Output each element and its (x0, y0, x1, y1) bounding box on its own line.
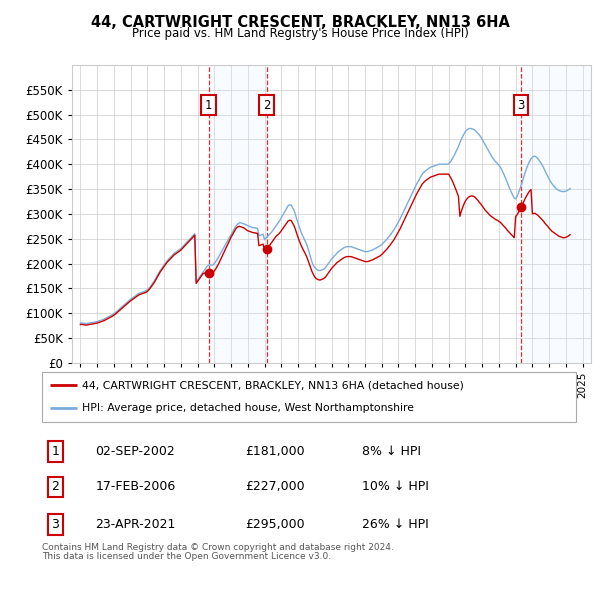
Text: 2: 2 (52, 480, 59, 493)
Text: 10% ↓ HPI: 10% ↓ HPI (362, 480, 429, 493)
Bar (521, 65, 591, 363)
Text: 44, CARTWRIGHT CRESCENT, BRACKLEY, NN13 6HA (detached house): 44, CARTWRIGHT CRESCENT, BRACKLEY, NN13 … (82, 380, 464, 390)
Text: 23-APR-2021: 23-APR-2021 (95, 518, 176, 531)
FancyBboxPatch shape (42, 372, 576, 422)
Text: HPI: Average price, detached house, West Northamptonshire: HPI: Average price, detached house, West… (82, 404, 414, 414)
Text: £181,000: £181,000 (245, 445, 305, 458)
Text: £295,000: £295,000 (245, 518, 305, 531)
Text: £227,000: £227,000 (245, 480, 305, 493)
Bar (209, 65, 266, 363)
Text: 1: 1 (205, 99, 212, 112)
Text: 3: 3 (517, 99, 524, 112)
Text: 26% ↓ HPI: 26% ↓ HPI (362, 518, 429, 531)
Text: This data is licensed under the Open Government Licence v3.0.: This data is licensed under the Open Gov… (42, 552, 331, 561)
Text: 44, CARTWRIGHT CRESCENT, BRACKLEY, NN13 6HA: 44, CARTWRIGHT CRESCENT, BRACKLEY, NN13 … (91, 15, 509, 30)
Text: Price paid vs. HM Land Registry's House Price Index (HPI): Price paid vs. HM Land Registry's House … (131, 27, 469, 40)
Text: 02-SEP-2002: 02-SEP-2002 (95, 445, 175, 458)
Text: Contains HM Land Registry data © Crown copyright and database right 2024.: Contains HM Land Registry data © Crown c… (42, 543, 394, 552)
Text: 8% ↓ HPI: 8% ↓ HPI (362, 445, 421, 458)
Text: 17-FEB-2006: 17-FEB-2006 (95, 480, 176, 493)
Text: 3: 3 (52, 518, 59, 531)
Text: 1: 1 (52, 445, 59, 458)
Text: 2: 2 (263, 99, 270, 112)
